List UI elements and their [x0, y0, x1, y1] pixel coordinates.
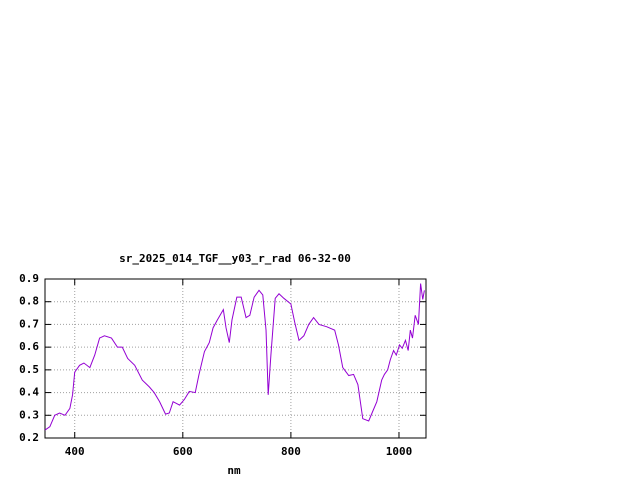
- x-tick-label: 1000: [386, 445, 413, 458]
- x-tick-label: 800: [281, 445, 301, 458]
- x-axis-label: nm: [227, 464, 241, 477]
- y-tick-label: 0.7: [19, 317, 39, 330]
- y-tick-label: 0.5: [19, 363, 39, 376]
- y-tick-label: 0.8: [19, 295, 39, 308]
- y-tick-label: 0.3: [19, 408, 39, 421]
- plot-border: [44, 278, 427, 439]
- chart-title: sr_2025_014_TGF__y03_r_rad 06-32-00: [119, 252, 351, 265]
- y-tick-label: 0.9: [19, 272, 39, 285]
- y-tick-label: 0.4: [19, 386, 39, 399]
- x-tick-label: 400: [65, 445, 85, 458]
- data-line: [44, 283, 425, 431]
- x-tick-label: 600: [173, 445, 193, 458]
- y-tick-label: 0.2: [19, 431, 39, 444]
- y-tick-label: 0.6: [19, 340, 39, 353]
